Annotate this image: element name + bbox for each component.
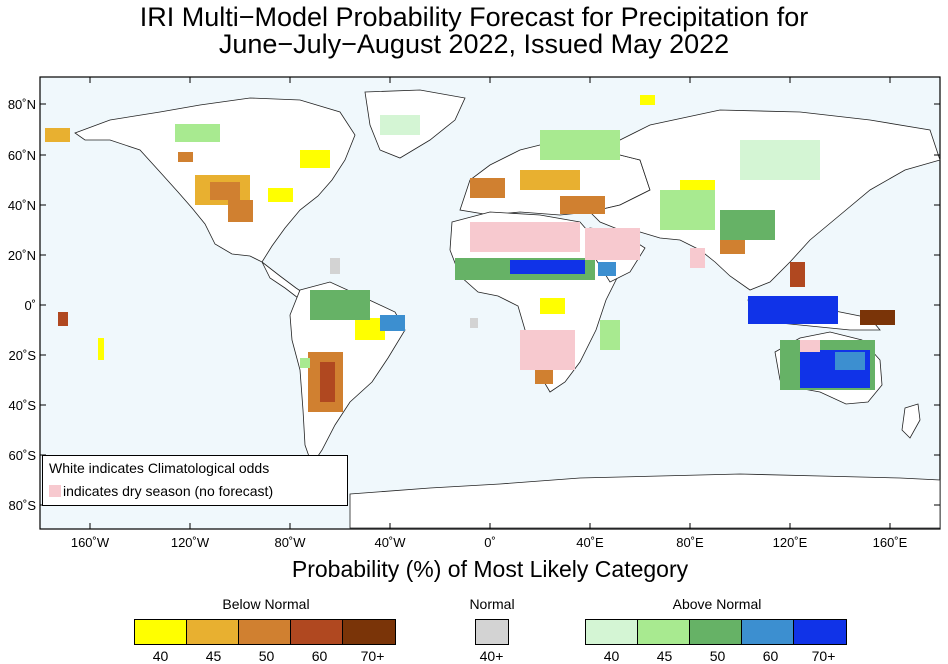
below-normal-title: Below Normal (222, 596, 310, 612)
normal-title: Normal (469, 596, 515, 612)
land-masses (74, 89, 941, 529)
dry-season-patches (470, 222, 820, 370)
lat-label: 80˚N (8, 97, 36, 112)
lon-label: 120˚W (171, 535, 210, 550)
above-normal-label: 60 (762, 648, 779, 664)
above-normal-labels: 40 45 50 60 70+ (585, 648, 850, 664)
normal-label: 40+ (479, 648, 504, 664)
above-normal-label: 70+ (811, 648, 836, 664)
above-normal-swatch (742, 620, 794, 644)
above-normal-swatch (794, 620, 846, 644)
below-normal-label: 45 (205, 648, 222, 664)
map-title-line2: June−July−August 2022, Issued May 2022 (218, 29, 730, 59)
below-normal-label: 60 (311, 648, 328, 664)
below-normal-patches (45, 95, 895, 412)
below-normal-swatch (239, 620, 291, 644)
normal-colorbar (475, 619, 509, 645)
normal-labels: 40+ (465, 648, 518, 664)
lat-label: 40˚N (8, 198, 36, 213)
lat-label: 80˚S (9, 498, 37, 513)
lon-label: 120˚E (773, 535, 808, 550)
lon-labels: 160˚W 120˚W 80˚W 40˚W 0˚ 40˚E 80˚E 120˚E… (71, 535, 908, 550)
above-normal-title: Above Normal (672, 596, 762, 612)
above-normal-colorbar (585, 619, 847, 645)
lat-label: 60˚S (9, 448, 37, 463)
below-normal-swatch (135, 620, 187, 644)
above-normal-patches (175, 115, 875, 390)
above-normal-label: 45 (656, 648, 673, 664)
normal-swatch (476, 620, 508, 644)
dry-season-swatch (49, 485, 61, 497)
above-normal-label: 40 (603, 648, 620, 664)
below-normal-label: 70+ (360, 648, 385, 664)
normal-patches (330, 258, 478, 328)
map-title-line1: IRI Multi−Model Probability Forecast for… (139, 2, 809, 32)
above-normal-swatch (638, 620, 690, 644)
new-zealand-land (901, 403, 921, 439)
above-normal-swatch (690, 620, 742, 644)
lon-label: 0˚ (484, 535, 496, 550)
lat-label: 0˚ (24, 298, 36, 313)
lon-label: 40˚W (374, 535, 406, 550)
x-axis-label: Probability (%) of Most Likely Category (291, 556, 689, 582)
lon-label: 40˚E (576, 535, 604, 550)
lat-label: 60˚N (8, 148, 36, 163)
above-normal-swatch (586, 620, 638, 644)
below-normal-swatch (291, 620, 343, 644)
lon-label: 160˚E (873, 535, 908, 550)
lat-labels: 80˚N 60˚N 40˚N 20˚N 0˚ 20˚S 40˚S 60˚S 80… (8, 97, 37, 513)
lon-label: 80˚E (676, 535, 704, 550)
below-normal-label: 50 (258, 648, 275, 664)
below-normal-swatch (187, 620, 239, 644)
lat-label: 20˚N (8, 248, 36, 263)
legend-climatology-note: White indicates Climatological odds (49, 460, 270, 476)
lat-label: 40˚S (9, 398, 37, 413)
asia-land (589, 109, 941, 291)
antarctica-land (349, 473, 941, 529)
lon-label: 80˚W (274, 535, 306, 550)
map-legend-box: White indicates Climatological odds indi… (42, 455, 348, 506)
below-normal-colorbar (134, 619, 396, 645)
below-normal-labels: 40 45 50 60 70+ (134, 648, 399, 664)
lat-label: 20˚S (9, 348, 37, 363)
legend-dry-season-text: indicates dry season (no forecast) (63, 483, 274, 499)
lon-label: 160˚W (71, 535, 110, 550)
below-normal-swatch (343, 620, 395, 644)
above-normal-label: 50 (709, 648, 726, 664)
legend-dry-season-note: indicates dry season (no forecast) (49, 483, 273, 499)
below-normal-label: 40 (152, 648, 169, 664)
